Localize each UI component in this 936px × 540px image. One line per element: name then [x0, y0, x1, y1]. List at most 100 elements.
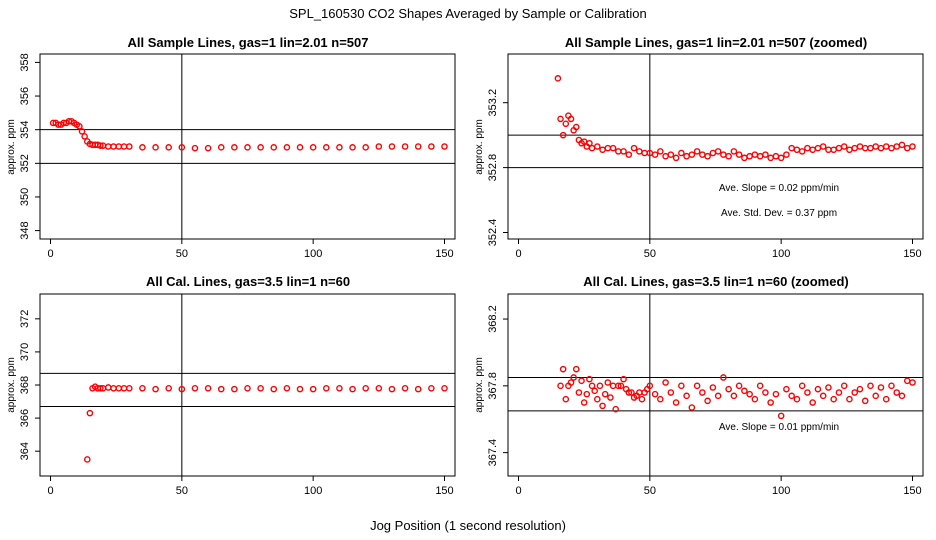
data-point — [257, 385, 264, 392]
data-point — [888, 144, 895, 152]
data-point — [120, 385, 128, 392]
data-point — [557, 382, 564, 390]
data-point — [270, 144, 278, 151]
panel-title-sample: All Sample Lines, gas=1 lin=2.01 n=507 — [128, 35, 369, 50]
data-point — [559, 365, 567, 373]
data-point — [756, 152, 764, 160]
y-tick-label: 370 — [19, 343, 31, 361]
axis-ticks: 0 50 100 150 352.4 352.8 353.2 — [487, 89, 922, 260]
data-point — [309, 144, 317, 151]
data-point — [877, 144, 885, 152]
data-point — [735, 382, 743, 390]
data-point — [244, 385, 251, 392]
data-point — [349, 385, 356, 393]
data-point — [693, 148, 701, 155]
data-point — [428, 143, 435, 150]
data-point — [388, 385, 396, 393]
data-point — [741, 387, 748, 395]
data-point — [798, 382, 806, 390]
x-tick-label: 100 — [772, 248, 790, 260]
data-point — [414, 143, 422, 150]
data-point — [893, 389, 901, 396]
x-tick-label: 100 — [304, 248, 322, 260]
data-point — [746, 152, 753, 160]
data-point — [336, 385, 343, 392]
data-point — [567, 115, 575, 123]
data-point — [83, 456, 91, 463]
data-points — [557, 365, 916, 420]
data-point — [735, 151, 743, 158]
data-point — [401, 385, 409, 392]
data-point — [583, 390, 591, 398]
y-tick-label: 356 — [19, 87, 31, 105]
x-tick-label: 0 — [47, 485, 53, 497]
data-point — [683, 392, 690, 400]
data-point — [296, 144, 304, 151]
y-tick-label: 354 — [19, 121, 31, 139]
data-point — [667, 151, 675, 158]
data-point — [609, 382, 617, 390]
data-point — [835, 144, 843, 152]
data-point — [667, 389, 675, 396]
x-axis-title: Jog Position (1 second resolution) — [370, 518, 566, 533]
data-point — [846, 146, 853, 154]
data-point — [414, 385, 422, 393]
panel-cal-lines: All Cal. Lines, gas=3.5 lin=1 n=60 appro… — [6, 274, 456, 497]
x-tick-label: 50 — [644, 485, 656, 497]
panel-title-cal-zoomed: All Cal. Lines, gas=3.5 lin=1 n=60 (zoom… — [583, 274, 849, 289]
data-point — [725, 152, 732, 160]
data-point — [231, 144, 238, 151]
data-point — [825, 384, 832, 391]
data-point — [628, 389, 635, 396]
data-point — [646, 382, 654, 390]
panel-cal-lines-zoomed: All Cal. Lines, gas=3.5 lin=1 n=60 (zoom… — [474, 274, 924, 497]
data-point — [604, 144, 612, 152]
data-points — [554, 75, 916, 162]
data-point — [165, 385, 173, 392]
data-point — [851, 144, 859, 152]
y-axis-label: approx. ppm — [6, 119, 17, 175]
data-point — [709, 149, 717, 157]
data-point — [751, 151, 759, 158]
data-point — [554, 75, 562, 82]
data-point — [575, 389, 583, 396]
data-point — [401, 143, 409, 150]
data-point — [104, 143, 112, 150]
data-point — [741, 154, 748, 162]
plot-frame — [507, 53, 924, 240]
data-point — [688, 404, 696, 411]
slope-annotation: Ave. Slope = 0.01 ppm/min — [719, 422, 839, 433]
data-point — [888, 382, 895, 390]
data-point — [388, 143, 396, 150]
data-point — [81, 133, 88, 140]
y-tick-label: 372 — [19, 310, 31, 328]
data-point — [296, 385, 304, 393]
data-point — [594, 395, 601, 403]
data-point — [362, 144, 369, 151]
reference-lines — [508, 54, 923, 239]
data-point — [120, 143, 128, 150]
data-point — [657, 395, 664, 403]
data-point — [819, 143, 827, 150]
x-tick-label: 150 — [903, 248, 921, 260]
data-point — [788, 392, 795, 400]
data-point — [617, 382, 625, 390]
data-point — [283, 144, 291, 151]
data-point — [809, 146, 816, 154]
data-point — [714, 392, 722, 400]
data-point — [441, 385, 448, 392]
data-point — [851, 389, 859, 396]
x-tick-label: 150 — [435, 485, 453, 497]
data-point — [217, 144, 225, 151]
data-point — [557, 115, 564, 123]
axis-ticks: 0 50 100 150 364 366 368 370 372 — [19, 310, 454, 497]
figure-title: SPL_160530 CO2 Shapes Averaged by Sample… — [289, 6, 647, 21]
data-point — [322, 385, 330, 392]
data-point — [615, 148, 622, 155]
data-point — [767, 399, 774, 406]
data-point — [559, 131, 567, 139]
axis-ticks: 0 50 100 150 348 350 352 354 356 358 — [19, 53, 454, 260]
y-tick-label: 352.8 — [487, 154, 499, 182]
data-point — [594, 143, 601, 150]
